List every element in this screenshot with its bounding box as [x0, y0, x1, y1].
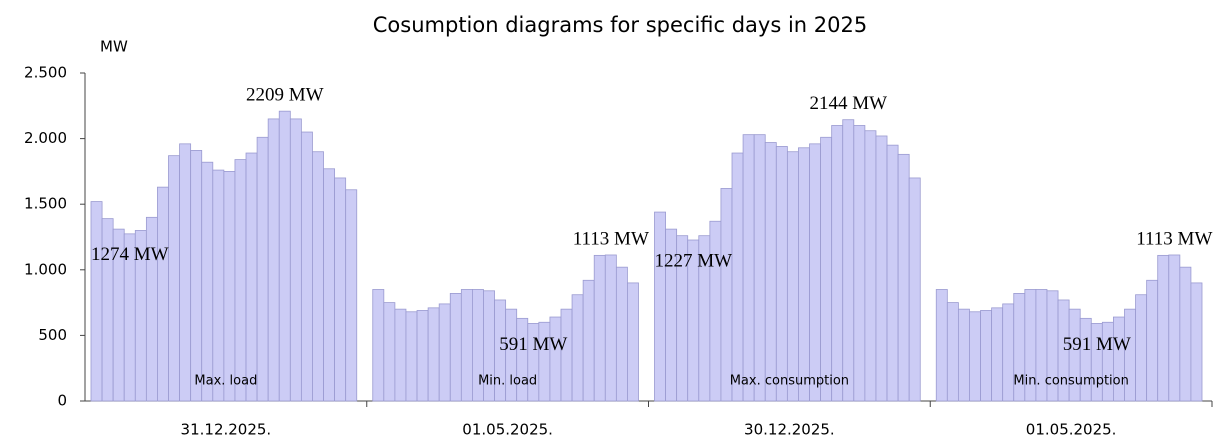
bar [289, 118, 302, 402]
bar [875, 135, 888, 402]
bar [853, 125, 866, 402]
x-tick-label: 01.05.2025. [462, 421, 553, 439]
bar [908, 177, 921, 402]
bar [179, 143, 192, 402]
bar [935, 289, 948, 402]
bar [383, 302, 396, 402]
bar [654, 211, 666, 402]
bar [1190, 282, 1203, 402]
bar [323, 168, 336, 402]
value-label: 591 MW [1063, 334, 1131, 355]
bar [820, 136, 833, 402]
bar [946, 302, 959, 402]
bar [842, 119, 855, 402]
y-tick-label: 1.500 [24, 195, 67, 213]
bar [334, 177, 347, 402]
bar [438, 303, 451, 402]
x-tick-label: 30.12.2025. [744, 421, 835, 439]
bar [615, 266, 628, 402]
bar [720, 188, 733, 402]
value-label: 2209 MW [246, 85, 324, 106]
y-tick-label: 500 [38, 326, 67, 344]
value-label: 1113 MW [573, 228, 649, 249]
bar [90, 201, 103, 402]
value-label: 2144 MW [809, 93, 887, 114]
bar [582, 279, 595, 402]
bar [267, 118, 280, 402]
bar [516, 317, 529, 402]
y-tick-label: 2.500 [24, 64, 67, 82]
bar [809, 143, 821, 402]
bar [1179, 266, 1192, 402]
bar [742, 134, 755, 402]
bar [764, 142, 777, 402]
x-tick-label: 01.05.2025. [1026, 421, 1117, 439]
bar [1146, 279, 1159, 402]
x-tick-label: 31.12.2025. [181, 421, 272, 439]
bar [1157, 254, 1170, 402]
bar [234, 159, 247, 402]
group-caption: Max. load [194, 374, 257, 389]
bar [980, 310, 993, 402]
bar [278, 110, 291, 402]
bar [775, 146, 788, 402]
bar [886, 144, 899, 402]
bar [1168, 254, 1181, 402]
bar [223, 170, 236, 402]
group-caption: Min. load [478, 374, 537, 389]
chart-title: Cosumption diagrams for specific days in… [373, 13, 867, 37]
bar [212, 169, 225, 402]
value-label: 591 MW [499, 334, 567, 355]
bar [798, 147, 810, 402]
bar [168, 155, 180, 402]
value-label: 1274 MW [91, 244, 169, 265]
bar [416, 310, 429, 402]
y-tick-label: 1.000 [24, 260, 67, 278]
bar [201, 161, 214, 402]
bar [345, 189, 358, 402]
bar [460, 289, 473, 402]
bar [1002, 303, 1015, 402]
bar [157, 186, 169, 402]
bar [394, 308, 407, 402]
value-label: 1227 MW [654, 250, 732, 271]
bar [190, 150, 203, 402]
bar [427, 307, 440, 402]
bar [256, 136, 269, 402]
bar [1079, 317, 1092, 402]
bar [864, 130, 877, 402]
bar [593, 254, 606, 402]
value-label: 1113 MW [1136, 228, 1212, 249]
bar [449, 293, 462, 402]
bar [731, 152, 744, 402]
bar [1135, 294, 1148, 402]
y-tick-label: 0 [57, 392, 67, 410]
bar [897, 153, 910, 402]
bar [245, 152, 258, 402]
bar [991, 307, 1004, 402]
y-axis-label: MW [100, 38, 128, 56]
bar [560, 308, 573, 402]
bar [831, 125, 844, 402]
bar [312, 151, 324, 402]
group-caption: Max. consumption [730, 374, 849, 389]
bar [405, 311, 418, 402]
bar [627, 282, 639, 402]
bar [372, 289, 385, 402]
bar [957, 308, 970, 402]
bar [969, 311, 981, 402]
bar [549, 316, 562, 402]
bar [709, 220, 722, 402]
bar [300, 131, 313, 402]
group-caption: Min. consumption [1013, 374, 1129, 389]
bar [571, 294, 584, 402]
y-tick-label: 2.000 [24, 129, 67, 147]
bar [786, 151, 799, 402]
bar [753, 134, 766, 402]
bar [604, 254, 617, 402]
